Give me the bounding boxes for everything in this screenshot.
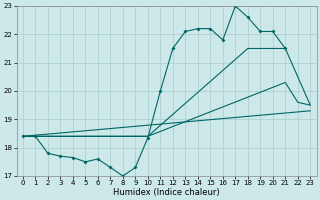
X-axis label: Humidex (Indice chaleur): Humidex (Indice chaleur) bbox=[113, 188, 220, 197]
